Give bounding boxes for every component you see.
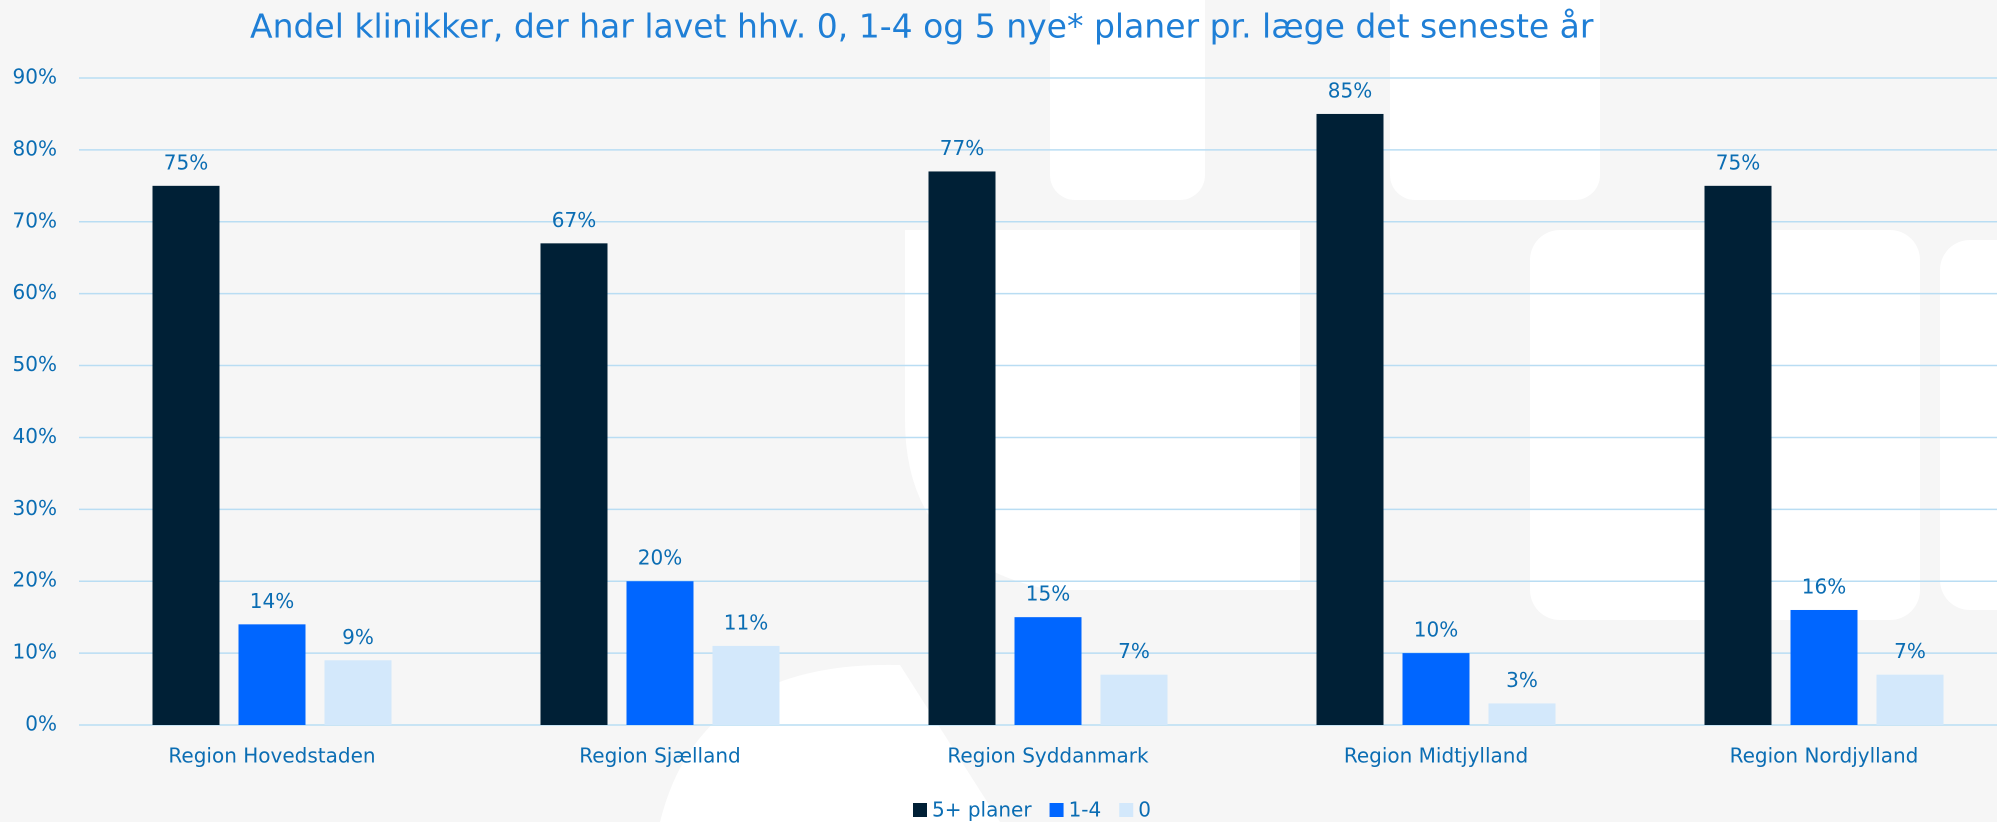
data-label: 10% — [1414, 618, 1458, 642]
bar — [238, 624, 306, 725]
bar — [1014, 617, 1082, 725]
bar — [1704, 185, 1772, 726]
legend-label: 5+ planer — [932, 798, 1032, 822]
legend-swatch — [1119, 803, 1134, 817]
bar — [1488, 703, 1556, 725]
x-tick-label: Region Syddanmark — [947, 744, 1149, 768]
bar — [1100, 674, 1168, 725]
data-label: 9% — [342, 625, 374, 649]
bar — [324, 660, 392, 725]
bar — [928, 171, 996, 725]
bar — [626, 581, 694, 725]
data-label: 14% — [250, 589, 294, 613]
bar — [1790, 609, 1858, 725]
legend-swatch — [913, 803, 927, 817]
legend: 5+ planer 1-4 0 — [913, 798, 1151, 822]
y-tick-label: 60% — [13, 280, 57, 304]
legend-label: 0 — [1138, 798, 1151, 822]
bar — [1402, 653, 1470, 725]
data-label: 7% — [1118, 639, 1150, 663]
bar — [540, 243, 608, 725]
data-label: 15% — [1026, 582, 1070, 606]
y-tick-label: 0% — [25, 712, 57, 736]
y-tick-label: 50% — [13, 352, 57, 376]
data-label: 11% — [724, 610, 768, 634]
data-label: 3% — [1506, 668, 1538, 692]
y-tick-label: 10% — [13, 640, 57, 664]
data-label: 20% — [638, 546, 682, 570]
background-decoration — [660, 0, 1997, 822]
y-tick-label: 30% — [13, 496, 57, 520]
bar — [152, 185, 220, 726]
y-tick-label: 20% — [13, 568, 57, 592]
y-tick-label: 70% — [13, 208, 57, 232]
y-tick-label: 40% — [13, 424, 57, 448]
x-tick-label: Region Sjælland — [579, 744, 740, 768]
data-label: 85% — [1328, 78, 1372, 102]
data-label: 16% — [1802, 574, 1846, 598]
legend-swatch — [1049, 803, 1064, 817]
bar — [712, 645, 780, 725]
data-label: 77% — [940, 136, 984, 160]
data-label: 7% — [1894, 639, 1926, 663]
chart-title: Andel klinikker, der har lavet hhv. 0, 1… — [250, 7, 1594, 46]
legend-label: 1-4 — [1069, 798, 1102, 822]
data-label: 67% — [552, 208, 596, 232]
y-tick-label: 90% — [13, 65, 57, 89]
x-tick-label: Region Nordjylland — [1730, 744, 1919, 768]
x-tick-label: Region Hovedstaden — [168, 744, 375, 768]
data-label: 75% — [1716, 150, 1760, 174]
data-label: 75% — [164, 150, 208, 174]
y-tick-label: 80% — [13, 136, 57, 160]
x-tick-label: Region Midtjylland — [1344, 744, 1528, 768]
bar — [1876, 674, 1944, 725]
bar — [1316, 113, 1384, 725]
